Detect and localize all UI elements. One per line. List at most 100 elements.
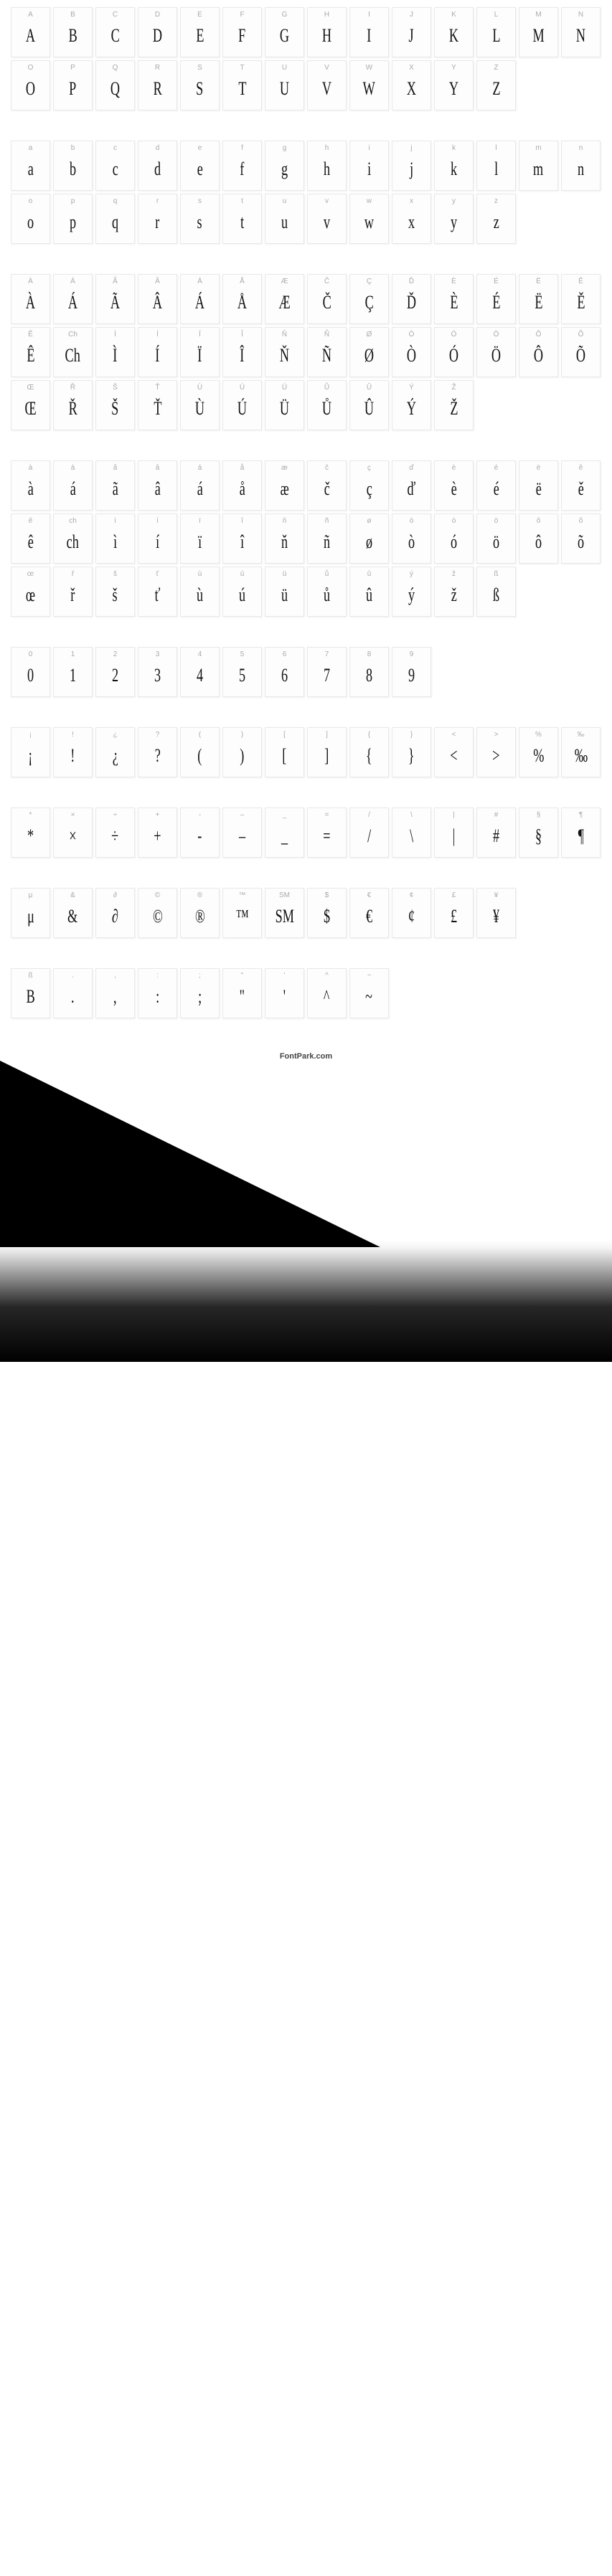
glyph-label: ? <box>156 731 160 739</box>
glyph-label: e <box>198 144 202 153</box>
glyph: J <box>409 25 414 47</box>
glyph-label: Õ <box>578 331 584 339</box>
glyph-cell: ∂∂ <box>95 888 135 938</box>
glyph-label: š <box>113 570 117 579</box>
glyph-cell: yy <box>434 194 474 244</box>
glyph-cell: ¿¿ <box>95 727 135 777</box>
glyph: ď <box>408 478 416 500</box>
glyph-label: f <box>241 144 243 153</box>
glyph-label: 0 <box>29 650 33 659</box>
glyph: ö <box>493 531 499 553</box>
glyph-cell: kk <box>434 141 474 191</box>
glyph: Õ <box>576 345 585 366</box>
glyph-label: t <box>241 197 243 206</box>
glyph-label: = <box>325 811 329 820</box>
glyph: 9 <box>408 665 415 686</box>
glyph: m <box>533 158 543 180</box>
glyph-label: ß <box>28 972 32 980</box>
glyph-cell: qq <box>95 194 135 244</box>
glyph: x <box>408 212 415 233</box>
glyph-cell: ûû <box>349 567 389 617</box>
glyph: b <box>70 158 76 180</box>
glyph: < <box>450 745 457 767</box>
glyph: Œ <box>24 398 36 420</box>
glyph-label: ∂ <box>113 891 117 900</box>
glyph-cell: ~~ <box>349 968 389 1018</box>
glyph-label: 6 <box>283 650 287 659</box>
glyph: ť <box>155 584 161 606</box>
glyph-label: T <box>240 64 244 72</box>
glyph-label: i <box>368 144 369 153</box>
glyph: ů <box>324 584 330 606</box>
glyph-cell: ]] <box>307 727 347 777</box>
glyph-label: q <box>113 197 118 206</box>
glyph-cell: 55 <box>222 647 262 697</box>
glyph-cell: == <box>307 808 347 858</box>
glyph-cell: rr <box>138 194 177 244</box>
glyph-label: g <box>283 144 287 153</box>
glyph-cell: ÀÀ <box>11 274 50 324</box>
glyph-label: ê <box>29 517 33 526</box>
glyph-label: ! <box>72 731 74 739</box>
glyph-cell: zz <box>476 194 516 244</box>
glyph-cell: 88 <box>349 647 389 697</box>
glyph-label: j <box>410 144 412 153</box>
glyph: Ů <box>322 398 331 420</box>
glyph-cell: ‰‰ <box>561 727 601 777</box>
glyph-cell: 11 <box>53 647 93 697</box>
glyph: Ch <box>65 345 80 366</box>
glyph-label: Ì <box>114 331 116 339</box>
glyph-label: Č <box>324 278 329 286</box>
glyph-label: ¿ <box>113 731 117 739</box>
glyph: t <box>240 212 244 233</box>
glyph: € <box>366 906 372 927</box>
glyph-label: - <box>199 811 201 820</box>
glyph: Ò <box>407 345 416 366</box>
glyph: l <box>494 158 498 180</box>
glyph-label: ™ <box>239 891 246 900</box>
glyph: ě <box>578 478 583 500</box>
glyph-cell: 33 <box>138 647 177 697</box>
glyph-label: Ç <box>367 278 372 286</box>
glyph-cell: II <box>349 7 389 57</box>
glyph-label: € <box>367 891 372 900</box>
glyph-cell: œœ <box>11 567 50 617</box>
glyph-label: × <box>71 811 75 820</box>
glyph-label: ü <box>283 570 287 579</box>
glyph-cell: ™™ <box>222 888 262 938</box>
glyph: > <box>492 745 499 767</box>
glyph: L <box>492 25 500 47</box>
glyph: Ù <box>195 398 204 420</box>
glyph: k <box>451 158 457 180</box>
glyph: á <box>70 478 75 500</box>
glyph-label: ¡ <box>29 731 32 739</box>
glyph-cell: }} <box>392 727 431 777</box>
glyph-label: > <box>494 731 499 739</box>
glyph-label: m <box>535 144 541 153</box>
glyph-label: S <box>197 64 202 72</box>
glyph-label: y <box>452 197 456 206</box>
glyph-cell: || <box>434 808 474 858</box>
glyph: É <box>492 292 500 313</box>
glyph-label: { <box>368 731 370 739</box>
glyph: ¶ <box>578 825 583 847</box>
glyph-label: z <box>494 197 498 206</box>
glyph: î <box>240 531 244 553</box>
glyph: T <box>238 78 246 100</box>
glyph: ¥ <box>493 906 499 927</box>
section-symbols-4: ßB..,,::;;""''^^~~ <box>0 961 612 1033</box>
glyph: B <box>26 986 34 1008</box>
glyph-cell: 00 <box>11 647 50 697</box>
glyph-cell: ââ <box>138 460 177 511</box>
glyph-cell: ŮŮ <box>307 380 347 430</box>
glyph-label: 3 <box>156 650 160 659</box>
glyph-label: B <box>70 11 75 19</box>
glyph-cell: ññ <box>307 513 347 564</box>
glyph-label: É <box>494 278 499 286</box>
glyph-cell: ÝÝ <box>392 380 431 430</box>
glyph-cell: ^^ <box>307 968 347 1018</box>
glyph-cell: ¢¢ <box>392 888 431 938</box>
glyph: " <box>240 986 245 1008</box>
glyph: z <box>493 212 499 233</box>
glyph-cell: ĚĚ <box>561 274 601 324</box>
